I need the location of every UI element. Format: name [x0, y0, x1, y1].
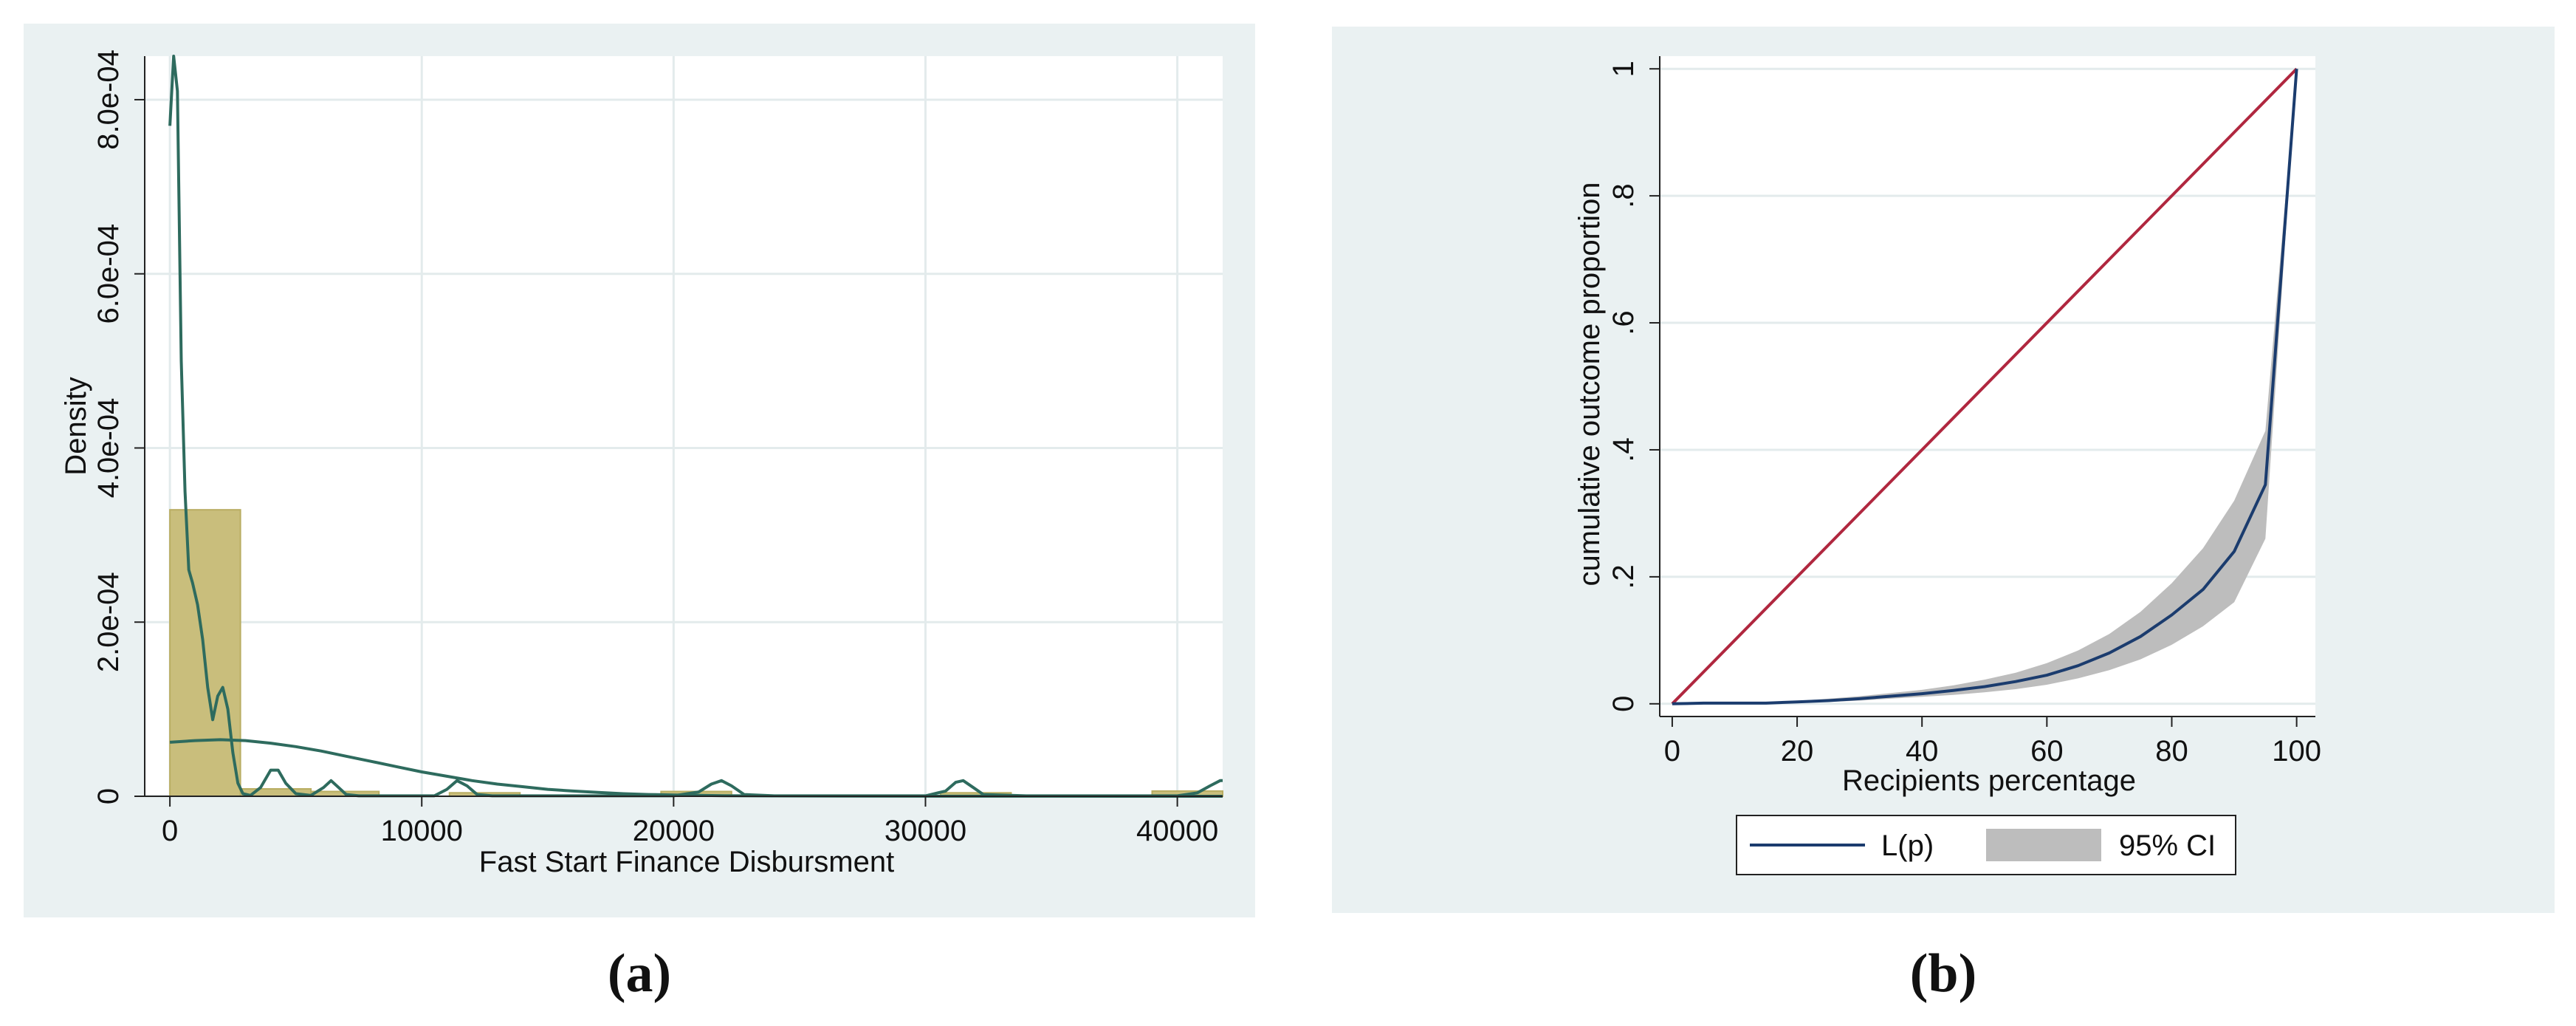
panel-a-y-axis: 0 2.0e-04 4.0e-04 6.0e-04 8.0e-04 — [92, 49, 145, 804]
panel-b-y-axis: 0 .2 .4 .6 .8 1 — [1607, 56, 1660, 717]
legend-label-ci: 95% CI — [2119, 830, 2216, 862]
panel-a-x-tick-label: 40000 — [1136, 815, 1218, 847]
panel-a: 0 10000 20000 30000 40000 0 2.0e-04 4.0e-04 6.0… — [24, 24, 1255, 917]
panel-b-y-tick-label: 0 — [1607, 696, 1640, 712]
panel-a-y-tick-label: 4.0e-04 — [92, 398, 125, 499]
panel-b-x-tick-label: 60 — [2030, 735, 2064, 767]
panel-b-x-tick-label: 20 — [1781, 735, 1814, 767]
lorenz-curve — [1672, 69, 2298, 705]
panel-a-x-axis: 0 10000 20000 30000 40000 — [145, 796, 1223, 847]
panel-a-x-tick-label: 20000 — [633, 815, 715, 847]
panel-a-x-tick-label: 0 — [162, 815, 178, 847]
panel-a-y-tick-label: 2.0e-04 — [92, 572, 125, 672]
panel-a-y-tick-label: 6.0e-04 — [92, 224, 125, 324]
panel-b-x-tick-label: 100 — [2272, 735, 2321, 767]
panel-a-x-axis-title: Fast Start Finance Disbursment — [479, 846, 894, 878]
panel-b-x-tick-label: 40 — [1906, 735, 1939, 767]
panel-a-gridlines — [145, 56, 1223, 798]
panel-b-x-tick-label: 80 — [2155, 735, 2188, 767]
panel-b-y-tick-label: 1 — [1607, 61, 1640, 77]
panel-b-y-tick-label: .2 — [1607, 564, 1640, 589]
panel-b-gridlines — [1660, 67, 2315, 705]
panel-a-y-tick-label: 0 — [92, 788, 125, 804]
panel-b-y-tick-label: .6 — [1607, 310, 1640, 335]
panel-b-y-tick-label: .4 — [1607, 437, 1640, 462]
legend: L(p) 95% CI — [1736, 815, 2236, 875]
panel-a-label: (a) — [608, 943, 671, 1004]
panel-b-y-tick-label: .8 — [1607, 183, 1640, 208]
legend-label-lp: L(p) — [1881, 830, 1934, 862]
panel-b-label: (b) — [1910, 943, 1976, 1004]
panel-a-x-tick-label: 30000 — [885, 815, 966, 847]
panel-b-x-tick-label: 0 — [1664, 735, 1680, 767]
panel-b-y-axis-title: cumulative outcome proportion — [1573, 182, 1606, 586]
panel-b-x-axis-title: Recipients percentage — [1842, 765, 2136, 797]
panel-b-x-axis: 0 20 40 60 80 100 — [1660, 716, 2321, 767]
equality-line — [1671, 67, 2298, 705]
panel-a-plot-area — [145, 56, 1223, 796]
panel-a-y-tick-label: 8.0e-04 — [92, 49, 125, 150]
panel-a-x-tick-label: 10000 — [381, 815, 463, 847]
legend-band-swatch — [1986, 829, 2101, 861]
panel-b: 0 20 40 60 80 100 0 .2 .4 .6 .8 1 Recipients perce… — [1332, 27, 2555, 913]
panel-a-y-axis-title: Density — [60, 377, 92, 475]
